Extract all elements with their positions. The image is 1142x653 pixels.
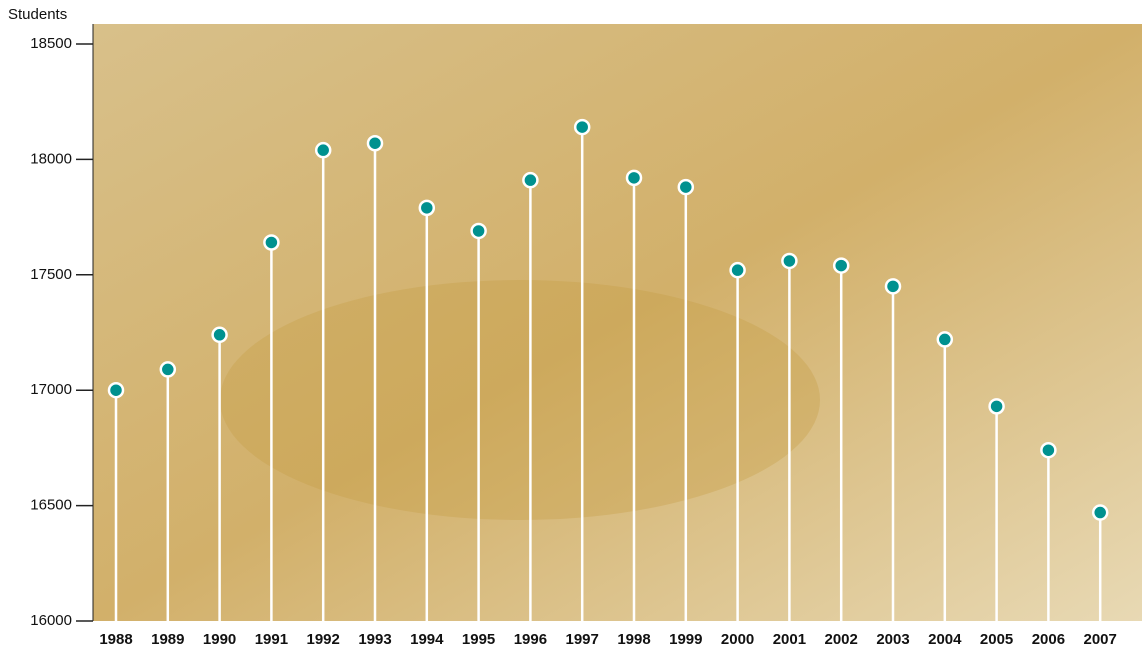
dot [211, 326, 228, 344]
dot [522, 171, 539, 189]
x-tick-label: 1989 [151, 631, 184, 648]
dot [781, 252, 798, 270]
dot [884, 278, 902, 295]
x-tick-label: 2003 [876, 631, 909, 648]
x-tick-label: 2004 [928, 631, 962, 648]
plot-background [93, 24, 1142, 621]
x-tick-label: 1992 [307, 631, 340, 648]
x-tick-label: 1988 [99, 631, 132, 648]
x-tick-label: 2000 [721, 631, 754, 648]
x-tick-label: 2001 [773, 631, 806, 648]
dot [573, 118, 591, 136]
dot [729, 261, 746, 279]
dot [677, 178, 695, 196]
dot [470, 222, 487, 240]
x-tick-label: 2007 [1084, 631, 1117, 648]
dot [832, 257, 850, 274]
dot [418, 199, 436, 217]
dot [159, 361, 177, 378]
x-tick-label: 1996 [514, 631, 547, 648]
dot [936, 331, 954, 348]
dot [1091, 504, 1109, 521]
x-tick-label: 1994 [410, 631, 444, 648]
x-tick-label: 1999 [669, 631, 702, 648]
y-tick-label: 16000 [30, 612, 72, 629]
y-tick-label: 16500 [30, 497, 72, 514]
dot [263, 234, 280, 251]
y-tick-label: 17500 [30, 266, 72, 283]
x-tick-label: 1998 [617, 631, 650, 648]
dot [366, 134, 384, 152]
y-axis-label: Students [8, 6, 67, 23]
dot [1040, 441, 1057, 459]
y-tick-label: 18000 [30, 150, 72, 167]
dot [625, 169, 643, 187]
dot [107, 381, 125, 399]
x-tick-label: 1993 [358, 631, 391, 648]
x-tick-label: 2002 [825, 631, 858, 648]
y-tick-label: 18500 [30, 35, 72, 52]
x-tick-label: 1997 [566, 631, 599, 648]
x-tick-label: 1995 [462, 631, 495, 648]
dot [988, 398, 1005, 415]
y-tick-label: 17000 [30, 381, 72, 398]
x-tick-label: 1991 [255, 631, 288, 648]
dot [314, 141, 332, 159]
x-tick-label: 2006 [1032, 631, 1065, 648]
x-tick-label: 2005 [980, 631, 1013, 648]
photo-shape [220, 280, 820, 520]
x-tick-label: 1990 [203, 631, 236, 648]
